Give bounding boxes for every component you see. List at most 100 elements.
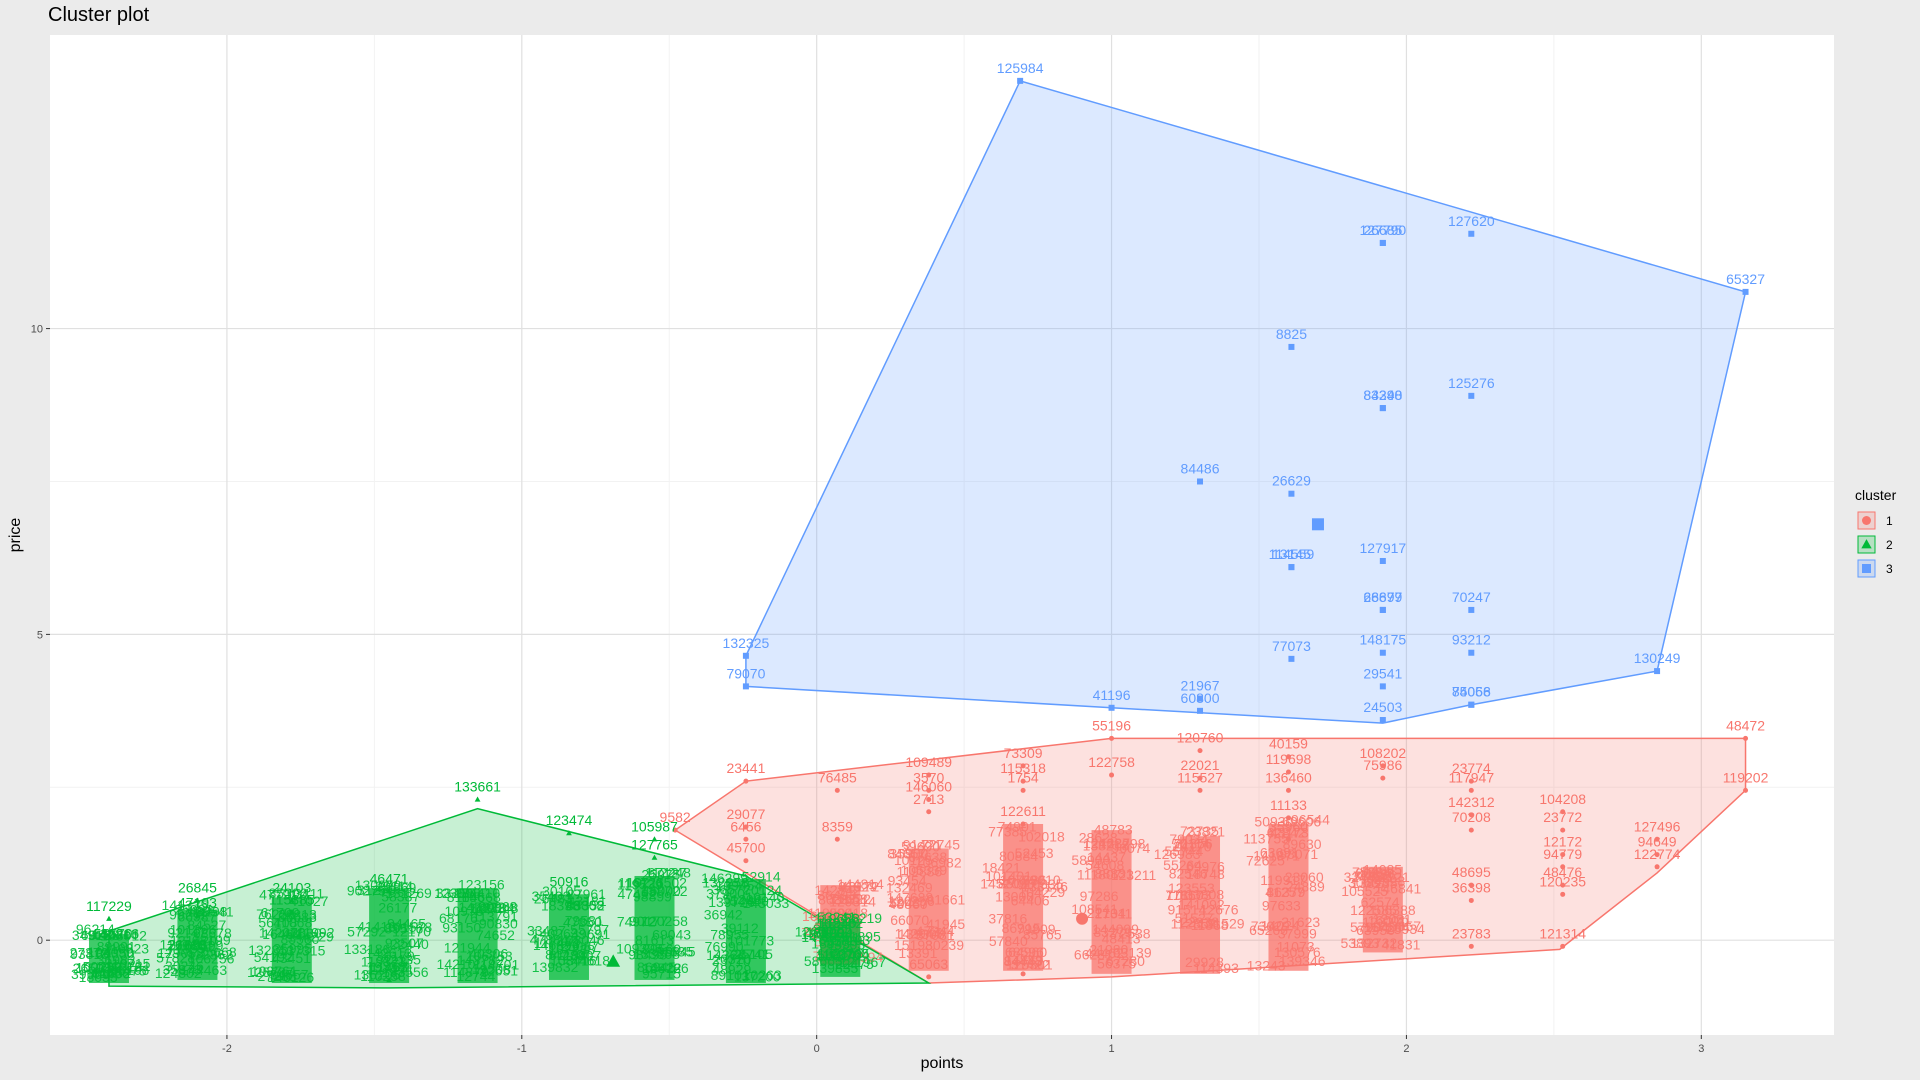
cluster-3-point xyxy=(1379,683,1386,690)
cluster-1-dense-label: 63139 xyxy=(1113,945,1152,961)
cluster-3-point-label: 21967 xyxy=(1181,678,1220,694)
cluster-1-dense-label: 123553 xyxy=(1168,880,1215,896)
cluster-2-dense-label: 35995 xyxy=(273,941,312,957)
cluster-2-dense-label: 147345 xyxy=(801,929,848,945)
cluster-1-dense-label: 139308 xyxy=(898,926,945,942)
cluster-1-dense-label: 73029 xyxy=(1251,918,1290,934)
cluster-2-point-label: 47193 xyxy=(178,895,217,911)
cluster-3-point xyxy=(1288,655,1295,662)
cluster-1-point-label: 3570 xyxy=(913,769,944,785)
cluster-1-dense-label: 29928 xyxy=(1185,954,1224,970)
cluster-2-dense-label: 147822 xyxy=(458,899,505,915)
cluster-1-dense-label: 97286 xyxy=(1080,888,1119,904)
cluster-3-point-label: 13145 xyxy=(1272,546,1311,562)
cluster-1-dense-label: 30637 xyxy=(1348,875,1387,891)
cluster-1-dense-label: 85047 xyxy=(998,876,1037,892)
cluster-2-point-column xyxy=(820,921,861,977)
cluster-3-point-label: 24503 xyxy=(1363,699,1402,715)
cluster-2-dense-label: 69043 xyxy=(652,926,691,942)
cluster-3-point-label: 65327 xyxy=(1726,271,1765,287)
cluster-1-dense-label: 80203 xyxy=(1355,865,1394,881)
cluster-2-dense-label: 67193 xyxy=(831,932,870,948)
cluster-1-point-label: 8359 xyxy=(822,818,853,834)
cluster-1-dense-label: 91514 xyxy=(1167,902,1206,918)
cluster-1-dense-label: 112852 xyxy=(1171,916,1217,932)
cluster-2-dense-label: 35668 xyxy=(198,944,237,960)
cluster-3-point xyxy=(1654,668,1661,675)
cluster-2-dense-label: 112784 xyxy=(469,900,515,916)
cluster-2-dense-label: 12744 xyxy=(456,968,495,984)
cluster-3-point-label: 68879 xyxy=(1363,589,1402,605)
cluster-2-dense-label: 43181 xyxy=(568,893,607,909)
cluster-2-dense-label: 21635 xyxy=(654,944,693,960)
cluster-2-dense-label: 53241 xyxy=(817,909,856,925)
cluster-1-point-column xyxy=(1091,830,1132,974)
cluster-1-dense-label: 32445 xyxy=(1344,869,1383,885)
cluster-2-dense-label: 89516 xyxy=(384,921,423,937)
cluster-1-dense-label: 12031 xyxy=(1373,911,1412,927)
cluster-1-dense-label: 18421 xyxy=(982,860,1021,876)
cluster-2-dense-label: 74652 xyxy=(476,927,515,943)
cluster-2-dense-label: 33487 xyxy=(527,923,566,939)
cluster-1-point-column xyxy=(1268,823,1309,971)
cluster-1-dense-label: 94928 xyxy=(1366,873,1405,889)
cluster-1-dense-label: 123270 xyxy=(1362,914,1409,930)
cluster-2-dense-label: 81613 xyxy=(635,932,674,948)
cluster-2-dense-label: 14364 xyxy=(706,947,745,963)
cluster-2-dense-label: 25981 xyxy=(174,901,213,917)
cluster-1-dense-label: 96074 xyxy=(1111,840,1150,856)
cluster-1-dense-label: 123211 xyxy=(1111,867,1157,883)
cluster-2-dense-label: 26483 xyxy=(534,891,573,907)
cluster-1-point-label: 9582 xyxy=(660,809,691,825)
cluster-3-point-label: 79070 xyxy=(726,665,765,681)
cluster-1-dense-label: 15198 xyxy=(894,937,933,953)
cluster-2-dense-label: 51804 xyxy=(814,926,853,942)
cluster-2-dense-label: 68678 xyxy=(193,925,232,941)
cluster-3-point xyxy=(1742,288,1749,295)
cluster-3-point-label: 114559 xyxy=(1269,546,1315,562)
cluster-2-dense-label: 129053 xyxy=(157,945,204,961)
cluster-3-point xyxy=(1468,392,1475,399)
cluster-2-dense-label: 27372 xyxy=(70,945,109,961)
cluster-1-dense-label: 41257 xyxy=(1265,884,1304,900)
cluster-1-dense-label: 51121 xyxy=(1372,869,1410,885)
cluster-1-point xyxy=(926,797,932,803)
cluster-2-dense-label: 90830 xyxy=(479,916,518,932)
cluster-3-point-label: 74068 xyxy=(1452,684,1491,700)
cluster-2-dense-label: 76990 xyxy=(705,938,744,954)
cluster-1-dense-label: 63950 xyxy=(1356,922,1395,938)
cluster-2-dense-label: 139835 xyxy=(812,960,859,976)
cluster-1-dense-label: 105339 xyxy=(900,862,947,878)
cluster-2-dense-label: 144229 xyxy=(287,928,334,944)
cluster-1-dense-label: 141871 xyxy=(1253,847,1300,863)
cluster-2-dense-label: 81652 xyxy=(92,965,131,981)
cluster-2-dense-label: 98899 xyxy=(633,889,672,905)
cluster-2-dense-label: 85560 xyxy=(280,931,319,947)
cluster-2-dense-label: 89560 xyxy=(642,941,681,957)
cluster-1-point-label: 75986 xyxy=(1363,757,1402,773)
axis-layer: -2 -1 0 1 2 3 0 5 10 xyxy=(31,324,1705,1055)
legend-label-2: 2 xyxy=(1886,538,1893,552)
cluster-1-point-label: 122774 xyxy=(1634,846,1681,862)
cluster-2-dense-label: 123502 xyxy=(640,874,687,890)
cluster-1-dense-label: 31422 xyxy=(1011,956,1050,972)
cluster-2-point-label: 26845 xyxy=(178,879,217,895)
cluster-1-dense-label: 126983 xyxy=(1154,846,1201,862)
cluster-1-dense-label: 35900 xyxy=(889,846,928,862)
cluster-3-point xyxy=(1197,478,1204,485)
cluster-2-dense-label: 102293 xyxy=(75,960,122,976)
cluster-2-dense-label: 74972 xyxy=(617,913,656,929)
cluster-2-dense-label: 132258 xyxy=(702,875,749,891)
cluster-1-dense-label: 22938 xyxy=(1180,914,1219,930)
cluster-1-point-label: 76485 xyxy=(818,769,857,785)
cluster-2-dense-label: 127271 xyxy=(367,961,414,977)
cluster-2-dense-label: 28741 xyxy=(731,946,770,962)
cluster-1-dense-label: 43173 xyxy=(1270,824,1309,840)
legend-label-3: 3 xyxy=(1886,562,1893,576)
cluster-1-point xyxy=(926,772,932,778)
cluster-2-dense-label: 112248 xyxy=(645,865,691,881)
cluster-1-dense-label: 55264 xyxy=(1163,857,1202,873)
cluster-3-point xyxy=(1108,704,1115,711)
cluster-1-dense-label: 106982 xyxy=(915,854,962,870)
cluster-1-point-label: 122758 xyxy=(1088,754,1135,770)
